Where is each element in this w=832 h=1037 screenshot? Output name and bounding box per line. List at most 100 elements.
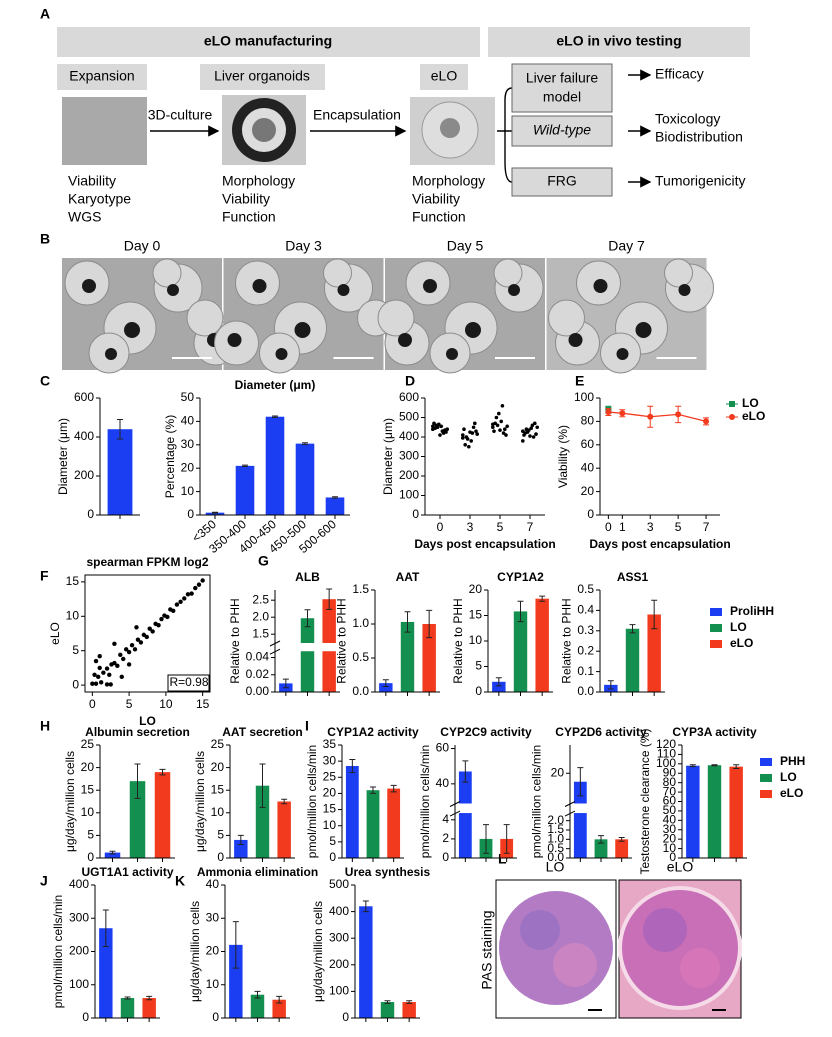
y-tick-label: 0.1 <box>577 664 594 678</box>
day-label: Day 0 <box>124 238 161 254</box>
y-axis-label: Percentage (%) <box>163 415 177 498</box>
y-tick-label: 0 <box>87 850 94 864</box>
error-bar <box>302 442 308 446</box>
day-label: Day 5 <box>447 238 484 254</box>
error-bar <box>689 764 696 768</box>
data-point <box>119 674 124 680</box>
histology <box>680 948 720 988</box>
data-point <box>495 423 500 428</box>
y-tick-label: 0 <box>87 507 94 521</box>
error-bar <box>598 835 604 844</box>
error-bar <box>272 415 278 418</box>
y-tick-label: 0 <box>217 850 224 864</box>
data-point <box>499 419 504 424</box>
data-point <box>121 656 126 662</box>
data-point <box>475 432 480 436</box>
error-bar <box>629 624 636 634</box>
data-point <box>101 670 106 675</box>
bar <box>142 998 156 1018</box>
y-tick-label: 4 <box>442 812 449 826</box>
outcome: Efficacy <box>655 66 704 82</box>
y-tick-label: 70 <box>663 784 677 798</box>
bar <box>99 928 113 1018</box>
error-bar <box>384 1000 391 1004</box>
data-point <box>200 578 205 583</box>
micrograph <box>678 284 691 296</box>
legend-marker <box>710 624 722 632</box>
y-tick-label: 200 <box>69 944 89 958</box>
y-tick-label: 20 <box>469 582 483 596</box>
data-point <box>461 433 465 437</box>
error-bar <box>304 609 311 628</box>
panel-label: F <box>40 568 49 584</box>
bar <box>205 512 225 515</box>
x-tick-label: 5 <box>497 520 504 534</box>
model-name: Wild-type <box>533 122 591 138</box>
histology <box>553 943 597 987</box>
micrograph <box>398 333 412 347</box>
data-point <box>97 654 102 659</box>
y-tick-label: 200 <box>399 468 419 482</box>
data-point <box>150 629 155 634</box>
data-point <box>438 433 442 437</box>
note: Morphology <box>222 173 295 189</box>
error-bar <box>517 600 524 623</box>
x-tick-label: 5 <box>675 520 682 534</box>
data-point <box>471 425 476 430</box>
data-point <box>491 425 495 430</box>
data-point <box>473 421 477 426</box>
micrograph <box>82 279 96 293</box>
data-point <box>647 413 654 420</box>
bar <box>104 852 121 858</box>
bar <box>250 994 265 1018</box>
legend-label: LO <box>742 396 759 410</box>
error-bar <box>503 824 510 854</box>
y-axis-label: μg/day/million cells <box>188 901 202 1002</box>
micrograph <box>337 284 350 296</box>
data-point <box>530 423 535 428</box>
y-tick-label: 40 <box>181 414 195 428</box>
legend-label: LO <box>730 620 747 634</box>
y-tick-label: 10 <box>323 818 337 832</box>
error-bar <box>134 763 141 799</box>
error-bar <box>651 599 658 630</box>
bar <box>387 788 401 858</box>
error-bar <box>577 767 584 797</box>
x-tick-label: 5 <box>126 697 133 711</box>
chart-title: spearman FPKM log2 <box>86 555 208 569</box>
y-axis-label: μg/day/million cells <box>63 751 77 852</box>
y-tick-label: 10 <box>663 841 677 855</box>
data-point <box>492 429 496 433</box>
error-bar <box>146 995 153 1001</box>
y-tick-label: 0.5 <box>577 582 594 596</box>
data-point <box>462 427 466 432</box>
micrograph <box>275 348 288 360</box>
note: Viability <box>68 173 116 189</box>
micrograph <box>152 258 182 288</box>
legend-marker <box>760 790 772 798</box>
y-tick-label: 5 <box>329 834 336 848</box>
data-point <box>535 425 539 430</box>
error-bar <box>426 609 433 639</box>
y-tick-label: 15 <box>66 574 80 588</box>
micrograph <box>252 279 267 293</box>
data-point <box>96 674 101 680</box>
data-point <box>182 596 187 601</box>
data-point <box>98 680 104 685</box>
y-tick-label: 20 <box>663 831 677 845</box>
y-tick-label: 100 <box>656 756 676 770</box>
y-tick-label: 2 <box>442 831 449 845</box>
legend-label: PHH <box>780 754 805 768</box>
y-tick-label: 40 <box>663 813 677 827</box>
chart-title: ASS1 <box>617 570 649 584</box>
micrograph <box>377 299 415 337</box>
annotation: R=0.98 <box>169 675 208 689</box>
data-point <box>521 439 525 443</box>
bar <box>458 771 472 858</box>
y-tick-label: 0.2 <box>577 643 594 657</box>
y-tick-label: 0.02 <box>246 667 270 681</box>
y-tick-label: 20 <box>581 484 595 498</box>
y-tick-label: 30 <box>663 822 677 836</box>
data-point <box>185 592 191 597</box>
error-bar <box>362 900 369 913</box>
